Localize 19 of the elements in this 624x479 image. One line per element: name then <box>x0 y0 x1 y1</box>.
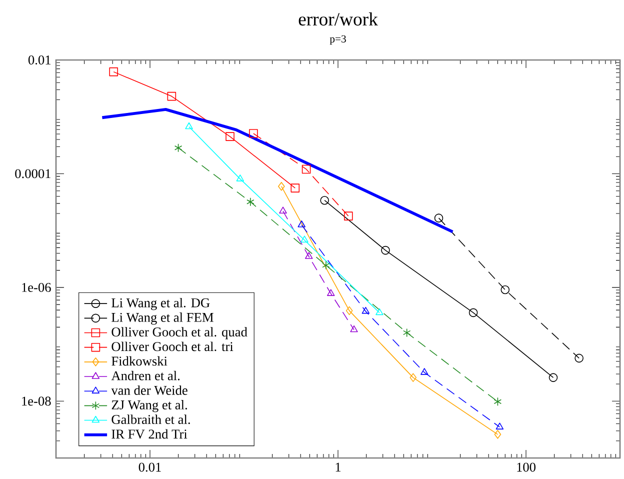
legend-label: ZJ Wang et al. <box>112 400 187 412</box>
chart-subtitle: p=3 <box>330 35 346 45</box>
y-tick-label: 0.0001 <box>15 169 50 178</box>
legend-label: Fidkowski <box>112 356 168 366</box>
legend-label: Olliver Gooch et al. quad <box>112 327 248 340</box>
y-tick-label: 0.01 <box>28 55 50 65</box>
chart-title: error/work <box>298 12 378 26</box>
legend-label: Olliver Gooch et al. tri <box>112 342 234 352</box>
x-tick-label: 1 <box>336 462 341 472</box>
legend-label: IR FV 2nd Tri <box>112 429 188 439</box>
legend-label: Galbraith et al. <box>112 414 190 424</box>
legend-label: Li Wang et al. DG <box>112 298 210 310</box>
x-tick-label: 0.01 <box>138 462 161 472</box>
y-tick-label: 1e-08 <box>22 396 51 406</box>
y-tick-label: 1e-06 <box>22 282 51 292</box>
legend-label: Andren et al. <box>111 370 180 380</box>
x-tick-label: 100 <box>517 462 536 472</box>
legend-label: van der Weide <box>111 385 188 395</box>
legend-label: Li Wang et al FEM <box>112 312 214 325</box>
